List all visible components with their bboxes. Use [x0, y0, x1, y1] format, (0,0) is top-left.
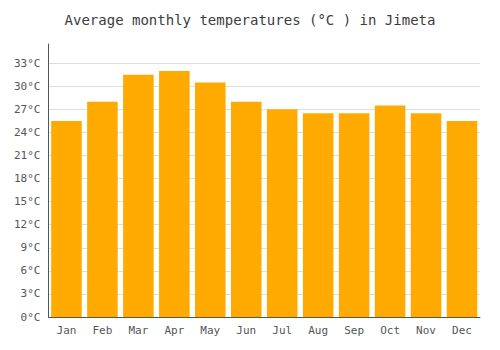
svg-text:30°C: 30°C: [14, 80, 41, 93]
svg-text:Mar: Mar: [128, 324, 148, 337]
svg-text:May: May: [200, 324, 220, 337]
svg-text:24°C: 24°C: [14, 126, 41, 139]
svg-text:9°C: 9°C: [21, 241, 41, 254]
svg-text:6°C: 6°C: [21, 264, 41, 277]
svg-text:27°C: 27°C: [14, 103, 41, 116]
svg-text:Sep: Sep: [344, 324, 364, 337]
svg-text:15°C: 15°C: [14, 195, 41, 208]
svg-text:Jul: Jul: [272, 324, 292, 337]
svg-text:Jan: Jan: [57, 324, 77, 337]
svg-text:Dec: Dec: [452, 324, 472, 337]
svg-text:33°C: 33°C: [14, 57, 41, 70]
svg-text:Average monthly temperatures (: Average monthly temperatures (°C ) in Ji…: [65, 12, 436, 28]
svg-text:0°C: 0°C: [21, 311, 41, 324]
svg-text:Oct: Oct: [380, 324, 400, 337]
svg-text:Feb: Feb: [92, 324, 112, 337]
svg-text:18°C: 18°C: [14, 172, 41, 185]
svg-text:Aug: Aug: [308, 324, 328, 337]
svg-text:12°C: 12°C: [14, 218, 41, 231]
svg-text:Nov: Nov: [416, 324, 436, 337]
svg-text:Jun: Jun: [236, 324, 256, 337]
svg-text:3°C: 3°C: [21, 287, 41, 300]
svg-text:Apr: Apr: [164, 324, 184, 337]
svg-text:21°C: 21°C: [14, 149, 41, 162]
